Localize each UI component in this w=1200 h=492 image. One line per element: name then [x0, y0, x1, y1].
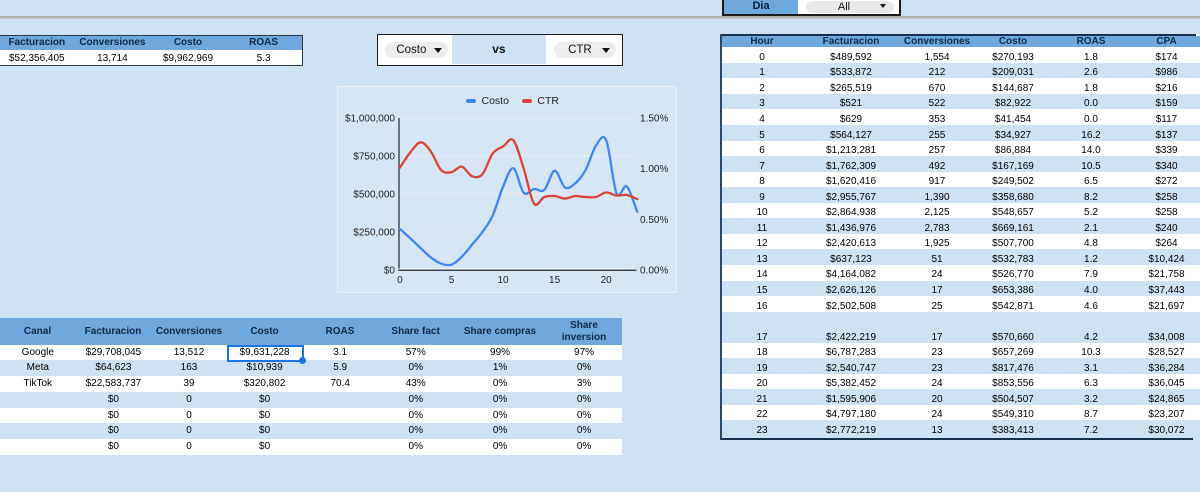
- svg-text:$1,000,000: $1,000,000: [345, 113, 395, 124]
- svg-text:0.00%: 0.00%: [640, 265, 668, 276]
- svg-text:$250,000: $250,000: [353, 227, 395, 238]
- svg-text:$0: $0: [384, 265, 396, 276]
- svg-text:1.50%: 1.50%: [640, 113, 668, 124]
- svg-text:0: 0: [397, 275, 403, 286]
- svg-text:10: 10: [497, 275, 509, 286]
- svg-text:5: 5: [449, 275, 455, 286]
- svg-text:20: 20: [601, 275, 613, 286]
- svg-text:1.00%: 1.00%: [640, 164, 668, 175]
- svg-text:15: 15: [549, 275, 561, 286]
- svg-text:0.50%: 0.50%: [640, 214, 668, 225]
- svg-text:$750,000: $750,000: [353, 151, 395, 162]
- svg-text:$500,000: $500,000: [353, 189, 395, 200]
